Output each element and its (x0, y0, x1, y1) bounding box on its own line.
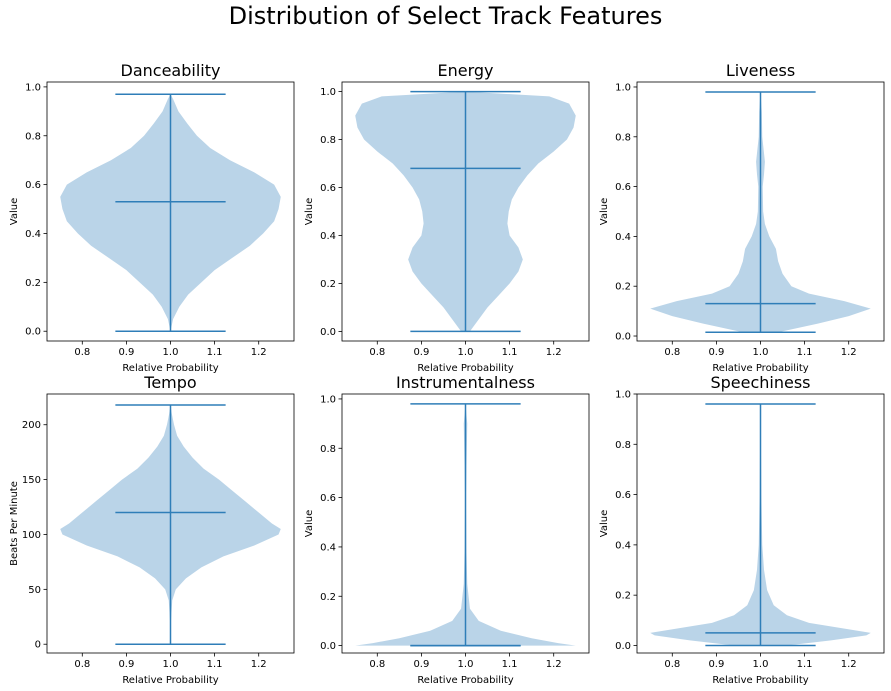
x-tick-label: 1.1 (797, 347, 813, 358)
x-tick-label: 1.1 (502, 659, 518, 670)
x-tick-label: 0.8 (369, 659, 385, 670)
x-axis-label-4: Relative Probability (122, 675, 218, 686)
x-tick-label: 0.8 (74, 347, 90, 358)
y-tick-label: 0.0 (615, 641, 631, 652)
y-tick-label: 1.0 (320, 394, 336, 405)
x-tick-label: 0.8 (664, 347, 680, 358)
y-tick-label: 0.4 (320, 542, 336, 553)
x-tick-label: 1.0 (163, 347, 179, 358)
x-tick-label: 1.0 (753, 347, 769, 358)
panel-title-6: Speechiness (710, 373, 810, 392)
x-tick-label: 1.2 (841, 347, 857, 358)
x-tick-label: 0.8 (369, 347, 385, 358)
y-axis-label-4: Beats Per Minute (9, 481, 20, 566)
x-tick-label: 0.9 (708, 659, 724, 670)
x-tick-label: 1.2 (546, 347, 562, 358)
y-tick-label: 0.2 (320, 279, 336, 290)
y-tick-label: 0.4 (615, 232, 631, 243)
y-tick-label: 0.0 (615, 332, 631, 343)
y-tick-label: 0.8 (320, 444, 336, 455)
y-tick-label: 0.6 (25, 180, 41, 191)
x-tick-label: 0.9 (118, 347, 134, 358)
panel-title-3: Liveness (726, 61, 795, 80)
y-tick-label: 100 (22, 530, 41, 541)
x-tick-label: 1.2 (251, 659, 267, 670)
y-tick-label: 0.6 (615, 182, 631, 193)
x-tick-label: 1.0 (163, 659, 179, 670)
panel-title-5: Instrumentalness (396, 373, 535, 392)
x-tick-label: 1.2 (841, 659, 857, 670)
x-tick-label: 0.8 (74, 659, 90, 670)
panel-title-1: Danceability (121, 61, 221, 80)
panel-title-2: Energy (437, 61, 493, 80)
y-tick-label: 1.0 (320, 87, 336, 98)
x-tick-label: 1.2 (251, 347, 267, 358)
y-axis-label-5: Value (304, 510, 315, 537)
y-axis-label-2: Value (304, 198, 315, 225)
x-axis-label-1: Relative Probability (122, 363, 218, 374)
x-tick-label: 0.9 (118, 659, 134, 670)
y-tick-label: 200 (22, 420, 41, 431)
y-tick-label: 0.4 (320, 231, 336, 242)
y-tick-label: 0.2 (320, 592, 336, 603)
y-tick-label: 0.2 (25, 278, 41, 289)
x-tick-label: 1.1 (207, 659, 223, 670)
y-axis-label-3: Value (599, 198, 610, 225)
x-tick-label: 0.9 (413, 347, 429, 358)
x-tick-label: 1.1 (207, 347, 223, 358)
y-tick-label: 1.0 (615, 82, 631, 93)
y-tick-label: 0.0 (320, 641, 336, 652)
y-tick-label: 0.2 (615, 591, 631, 602)
y-axis-label-6: Value (599, 510, 610, 537)
y-axis-label-1: Value (9, 198, 20, 225)
x-tick-label: 1.0 (458, 659, 474, 670)
x-tick-label: 1.1 (502, 347, 518, 358)
x-tick-label: 1.1 (797, 659, 813, 670)
y-tick-label: 50 (28, 585, 41, 596)
y-tick-label: 0.6 (320, 183, 336, 194)
y-tick-label: 0.6 (320, 493, 336, 504)
x-axis-label-2: Relative Probability (417, 363, 513, 374)
y-tick-label: 0.4 (615, 540, 631, 551)
y-tick-label: 150 (22, 475, 41, 486)
y-tick-label: 0.6 (615, 490, 631, 501)
y-tick-label: 0.0 (320, 327, 336, 338)
x-axis-label-3: Relative Probability (712, 363, 808, 374)
x-axis-label-6: Relative Probability (712, 675, 808, 686)
y-tick-label: 0.8 (615, 440, 631, 451)
y-tick-label: 0.0 (25, 327, 41, 338)
x-tick-label: 1.0 (458, 347, 474, 358)
y-tick-label: 0.4 (25, 229, 41, 240)
y-tick-label: 0.8 (615, 132, 631, 143)
x-tick-label: 1.2 (546, 659, 562, 670)
panel-title-4: Tempo (143, 373, 196, 392)
x-tick-label: 1.0 (753, 659, 769, 670)
y-tick-label: 0.8 (320, 135, 336, 146)
y-tick-label: 0 (35, 640, 41, 651)
y-tick-label: 1.0 (615, 390, 631, 401)
y-tick-label: 0.8 (25, 131, 41, 142)
y-tick-label: 0.2 (615, 282, 631, 293)
x-tick-label: 0.9 (708, 347, 724, 358)
x-tick-label: 0.8 (664, 659, 680, 670)
figure-title: Distribution of Select Track Features (228, 2, 663, 30)
x-axis-label-5: Relative Probability (417, 675, 513, 686)
x-tick-label: 0.9 (413, 659, 429, 670)
y-tick-label: 1.0 (25, 82, 41, 93)
